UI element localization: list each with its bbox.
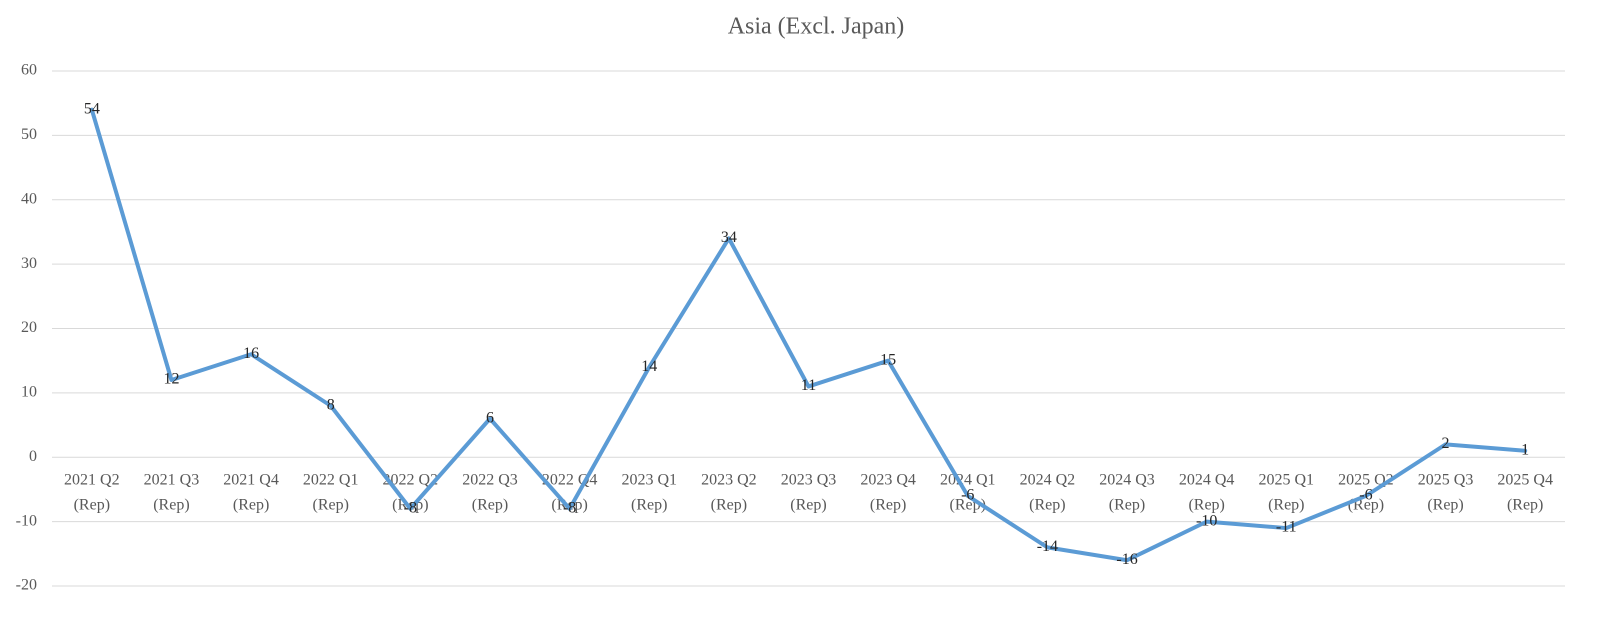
data-label: -8	[563, 499, 576, 516]
data-label: -6	[961, 487, 974, 504]
x-tick-label: 2024 Q3 (Rep)	[1099, 471, 1155, 513]
data-label: 11	[801, 377, 816, 394]
x-tick-label: 2021 Q3 (Rep)	[144, 471, 200, 513]
data-label: -16	[1116, 551, 1137, 568]
y-tick-label: 30	[21, 255, 37, 272]
data-label: 15	[880, 351, 896, 368]
x-tick-label: 2023 Q2 (Rep)	[701, 471, 757, 513]
data-label: -10	[1196, 512, 1217, 529]
x-tick-label: 2025 Q4 (Rep)	[1497, 471, 1553, 513]
x-tick-label: 2023 Q3 (Rep)	[781, 471, 837, 513]
x-tick-label: 2025 Q3 (Rep)	[1418, 471, 1474, 513]
data-label: 8	[327, 396, 335, 413]
data-label: 34	[721, 229, 737, 246]
x-tick-label: 2023 Q4 (Rep)	[860, 471, 916, 513]
x-tick-label: 2025 Q1 (Rep)	[1259, 471, 1315, 513]
data-label: 1	[1521, 441, 1529, 458]
data-label: 12	[163, 371, 179, 388]
data-label: 14	[641, 358, 657, 375]
x-tick-label: 2023 Q1 (Rep)	[621, 471, 677, 513]
y-tick-label: 60	[21, 62, 37, 79]
chart-title: Asia (Excl. Japan)	[728, 14, 905, 40]
y-tick-label: -10	[16, 512, 37, 529]
data-label: 16	[243, 345, 259, 362]
y-tick-label: 10	[21, 384, 37, 401]
data-label: -8	[404, 499, 417, 516]
x-tick-label: 2024 Q2 (Rep)	[1020, 471, 1076, 513]
y-tick-label: 50	[21, 126, 37, 143]
x-tick-label: 2021 Q4 (Rep)	[223, 471, 279, 513]
data-label: 6	[486, 409, 494, 426]
x-tick-label: 2022 Q3 (Rep)	[462, 471, 518, 513]
y-tick-label: 40	[21, 190, 37, 207]
x-tick-label: 2024 Q4 (Rep)	[1179, 471, 1235, 513]
x-tick-label: 2022 Q1 (Rep)	[303, 471, 359, 513]
data-line	[89, 107, 1528, 563]
data-label: 54	[84, 100, 100, 117]
y-tick-label: 0	[29, 448, 37, 465]
data-label: 2	[1442, 435, 1450, 452]
x-tick-label: 2021 Q2 (Rep)	[64, 471, 120, 513]
y-tick-label: 20	[21, 319, 37, 336]
y-tick-label: -20	[16, 577, 37, 594]
data-label: -6	[1359, 487, 1372, 504]
data-label: -11	[1276, 519, 1297, 536]
data-label: -14	[1037, 538, 1058, 555]
